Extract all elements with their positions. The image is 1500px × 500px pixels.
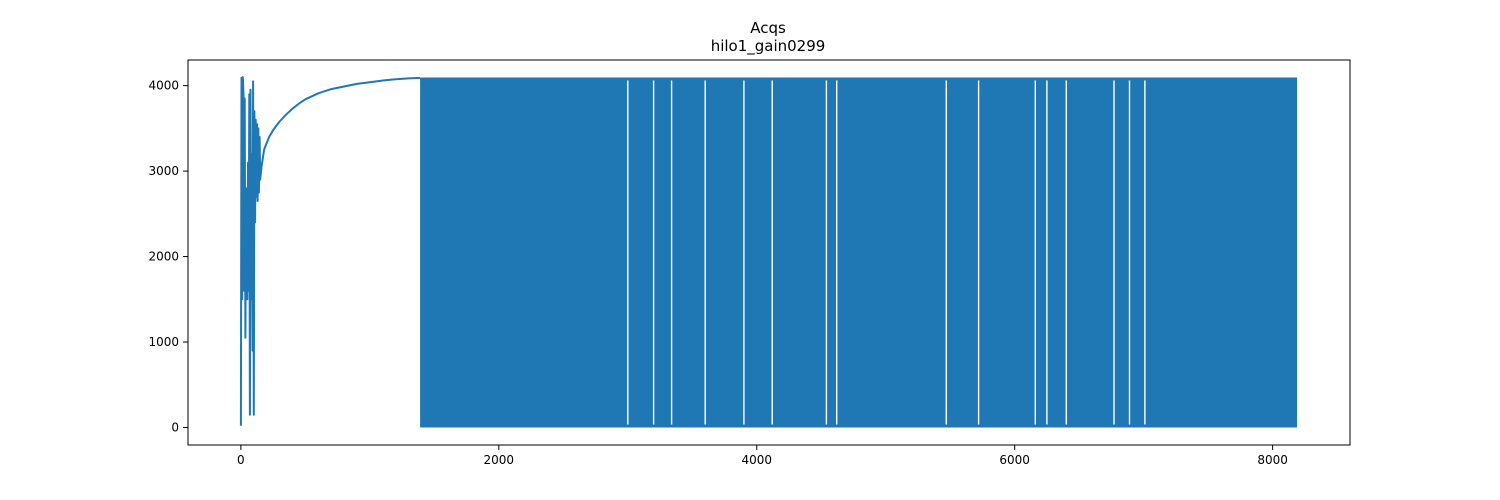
- oscillation-band: [420, 77, 1298, 428]
- y-tick-label: 4000: [148, 79, 179, 93]
- axes-frame: [187, 59, 1351, 446]
- x-tick-label: 2000: [484, 453, 515, 467]
- y-tick-label: 1000: [148, 335, 179, 349]
- y-tick-label: 0: [171, 420, 179, 434]
- y-tick-label: 2000: [148, 250, 179, 264]
- axes: 0 2000 4000 6000 8000 0 1000 2000 3000 4000: [148, 59, 1351, 467]
- x-tick-label: 6000: [999, 453, 1030, 467]
- chart-subtitle: hilo1_gain0299: [711, 37, 826, 56]
- x-tick-label: 0: [237, 453, 245, 467]
- plot-area: [239, 76, 1298, 428]
- y-tick-label: 3000: [148, 164, 179, 178]
- chart-title: Acqs: [750, 19, 786, 37]
- x-tick-label: 8000: [1257, 453, 1288, 467]
- series-line: [239, 76, 421, 426]
- x-tick-label: 4000: [741, 453, 772, 467]
